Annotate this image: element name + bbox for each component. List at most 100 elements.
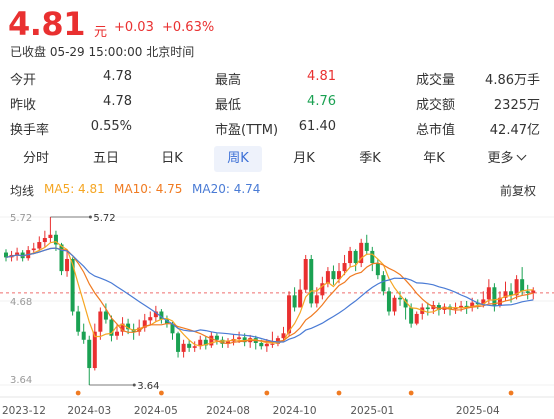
candle-body <box>37 242 42 249</box>
candle-body <box>414 313 419 324</box>
candle-body <box>470 302 475 308</box>
candle-body <box>70 259 75 312</box>
candle-body <box>53 234 58 245</box>
candle-body <box>403 299 408 308</box>
x-axis-label: 2024-05 <box>134 405 178 417</box>
candle-body <box>497 297 502 306</box>
candles <box>4 217 536 385</box>
stat-value: 4.78 <box>103 94 132 109</box>
event-marker-dot <box>508 390 514 396</box>
candle-body <box>314 295 319 304</box>
chevron-down-icon <box>516 150 526 161</box>
candle-body <box>42 238 47 243</box>
candle-body <box>242 337 247 343</box>
x-axis-labels: 2023-12 2024-03 2024-05 2024-08 2024-10 2025-… <box>2 405 500 417</box>
stat-value: 4.86万手 <box>485 73 540 88</box>
x-axis-label: 2023-12 <box>2 405 46 417</box>
x-axis-label: 2024-03 <box>67 405 111 417</box>
candle-body <box>76 311 81 332</box>
event-marker-dot <box>336 390 342 396</box>
x-axis-label: 2025-04 <box>456 405 500 417</box>
tab-weekly-k[interactable]: 周K <box>214 146 262 172</box>
stat-label: 市盈(TTM) <box>215 123 279 138</box>
candle-body <box>375 263 380 276</box>
candle-body <box>292 295 297 308</box>
candle-body <box>281 333 286 339</box>
stat-value: 61.40 <box>298 119 336 134</box>
ma20-value: MA20: 4.74 <box>192 182 261 196</box>
event-marker-dot <box>264 390 270 396</box>
candle-body <box>181 343 186 352</box>
stat-label: 昨收 <box>10 98 37 113</box>
tab-yearly-k[interactable]: 年K <box>423 151 445 166</box>
candle-body <box>464 305 469 308</box>
tab-monthly-k[interactable]: 月K <box>293 151 315 166</box>
adjust-mode-button[interactable]: 前复权 <box>500 184 537 198</box>
max-annotation-dot <box>88 215 92 219</box>
candle-body <box>15 252 20 255</box>
stat-value: 4.78 <box>103 69 132 84</box>
candle-body <box>386 291 391 312</box>
y-axis-label: 4.68 <box>10 297 32 308</box>
candle-body <box>81 331 86 340</box>
candle-body <box>153 311 158 318</box>
more-menu-button[interactable]: 更多 <box>478 146 534 172</box>
candle-body <box>98 311 103 332</box>
ma-title[interactable]: 均线 <box>10 184 35 198</box>
candle-body <box>120 323 125 332</box>
moving-averages <box>5 240 534 347</box>
candle-body <box>381 275 386 292</box>
candle-body <box>65 259 70 272</box>
x-axis-label: 2025-01 <box>350 405 394 417</box>
candle-body <box>270 343 275 345</box>
candle-body <box>187 343 192 348</box>
candle-body <box>4 252 8 258</box>
stat-label: 成交额 <box>416 98 456 113</box>
candle-body <box>176 333 181 352</box>
candle-body <box>514 279 519 296</box>
candle-body <box>287 295 292 334</box>
event-marker-dot <box>408 390 414 396</box>
tab-daily-k[interactable]: 日K <box>161 151 183 166</box>
stat-label: 最低 <box>215 98 242 113</box>
candle-body <box>359 242 364 264</box>
candle-body <box>325 271 330 284</box>
candle-body <box>142 320 147 328</box>
candle-body <box>337 271 341 280</box>
candle-body <box>486 287 491 300</box>
candle-body <box>409 307 414 324</box>
stat-label: 最高 <box>215 73 242 88</box>
candle-body <box>226 341 230 344</box>
stat-value: 4.76 <box>307 94 336 109</box>
y-axis-labels: 5.72 4.68 3.64 <box>10 213 32 386</box>
min-annotation-label: 3.64 <box>137 381 159 392</box>
tab-five-day[interactable]: 五日 <box>92 151 119 166</box>
candle-body <box>203 339 208 346</box>
candle-body <box>59 244 64 272</box>
market-status: 已收盘 05-29 15:00:00 北京时间 <box>10 45 195 59</box>
extrema-annotations: 5.72 3.64 <box>50 213 160 392</box>
candle-body <box>503 291 508 298</box>
candle-body <box>320 283 325 296</box>
candle-body <box>198 339 203 347</box>
candle-body <box>159 311 164 320</box>
candle-body <box>342 263 347 272</box>
candle-body <box>214 335 219 340</box>
max-annotation-label: 5.72 <box>93 213 115 224</box>
tab-quarterly-k[interactable]: 季K <box>359 151 381 166</box>
ma5-value: MA5: 4.81 <box>44 182 105 196</box>
candlestick-chart[interactable]: 5.72 4.68 3.64 5.72 3.64 2023-12 2024-03 2024… <box>0 200 554 419</box>
stat-value: 0.55% <box>90 119 132 134</box>
tab-intraday[interactable]: 分时 <box>22 151 49 166</box>
candle-body <box>264 343 269 347</box>
ma10-value: MA10: 4.75 <box>114 182 183 196</box>
stat-label: 总市值 <box>416 123 456 138</box>
candle-body <box>220 339 225 344</box>
min-annotation-dot <box>132 383 136 387</box>
more-label: 更多 <box>487 151 514 166</box>
candle-body <box>398 297 403 300</box>
candle-body <box>164 319 169 324</box>
candle-body <box>453 307 458 310</box>
candle-body <box>192 346 197 348</box>
ma10-line <box>5 247 534 345</box>
